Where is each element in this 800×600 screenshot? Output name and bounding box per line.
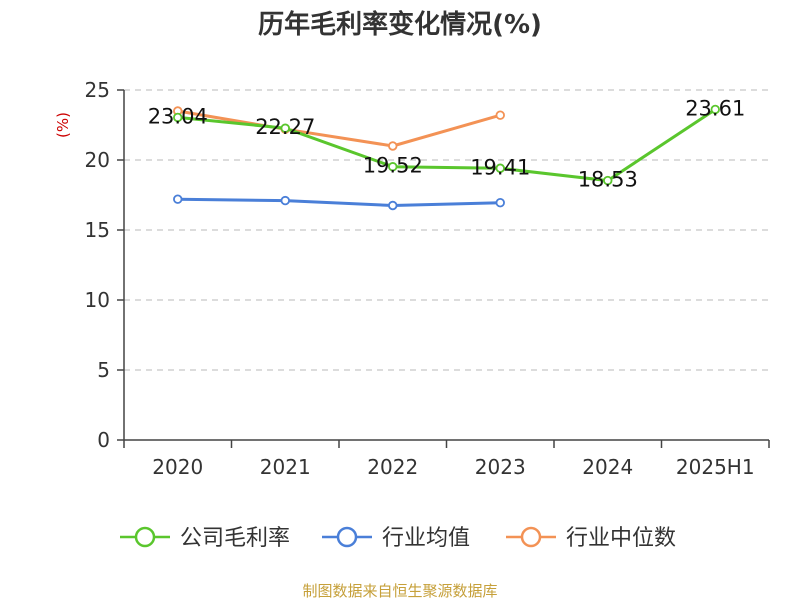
- x-tick-label: 2025H1: [676, 455, 755, 479]
- series-line: [177, 108, 717, 183]
- data-label: 22.27: [255, 115, 315, 139]
- legend-marker: [336, 526, 358, 548]
- data-point: [495, 110, 505, 120]
- source-note: 制图数据来自恒生聚源数据库: [302, 582, 497, 600]
- data-point: [495, 197, 505, 208]
- data-label: 23.04: [148, 104, 208, 128]
- data-label: 19.52: [363, 154, 423, 178]
- legend-label: 行业均值: [382, 526, 470, 551]
- x-tick-label: 2022: [367, 455, 418, 479]
- legend-label: 公司毛利率: [180, 526, 290, 551]
- series-group: [173, 104, 720, 211]
- y-axis-label: (%): [54, 112, 72, 138]
- data-point: [603, 175, 613, 186]
- y-tick-label: 0: [97, 428, 110, 452]
- y-tick-label: 25: [85, 78, 110, 102]
- y-tick-label: 15: [85, 218, 110, 242]
- x-tick-label: 2021: [260, 455, 311, 479]
- y-tick-label: 10: [85, 288, 110, 312]
- legend-marker: [520, 526, 542, 548]
- axes: 0 5 10 15 20 25 2020 2021 2022 2023 2024 2025H1: [85, 78, 770, 479]
- data-point: [173, 112, 183, 123]
- x-tick-label: 2024: [582, 455, 633, 479]
- data-point: [388, 141, 398, 151]
- y-tick-label: 20: [85, 148, 110, 172]
- data-point: [280, 195, 290, 206]
- series-line: [177, 109, 501, 148]
- data-label: 18.53: [578, 168, 638, 192]
- x-tick-label: 2020: [152, 455, 203, 479]
- chart-title: 历年毛利率变化情况(%): [258, 9, 542, 40]
- data-point: [280, 123, 290, 133]
- legend: 公司毛利率 行业均值 行业中位数: [120, 526, 676, 551]
- data-label: 23.61: [685, 96, 745, 120]
- data-label: 19.41: [470, 155, 530, 179]
- data-point: [495, 163, 505, 173]
- data-point: [388, 200, 398, 211]
- legend-label: 行业中位数: [566, 526, 676, 551]
- legend-marker: [134, 526, 156, 548]
- y-tick-label: 5: [97, 358, 110, 382]
- gridlines: [124, 89, 769, 371]
- data-point: [388, 162, 398, 172]
- series-line: [177, 197, 501, 207]
- x-tick-label: 2023: [475, 455, 526, 479]
- data-labels: 23.04 22.27 19.52 19.41 18.53 23.61: [148, 96, 746, 191]
- data-point: [710, 104, 720, 115]
- data-point: [173, 194, 183, 204]
